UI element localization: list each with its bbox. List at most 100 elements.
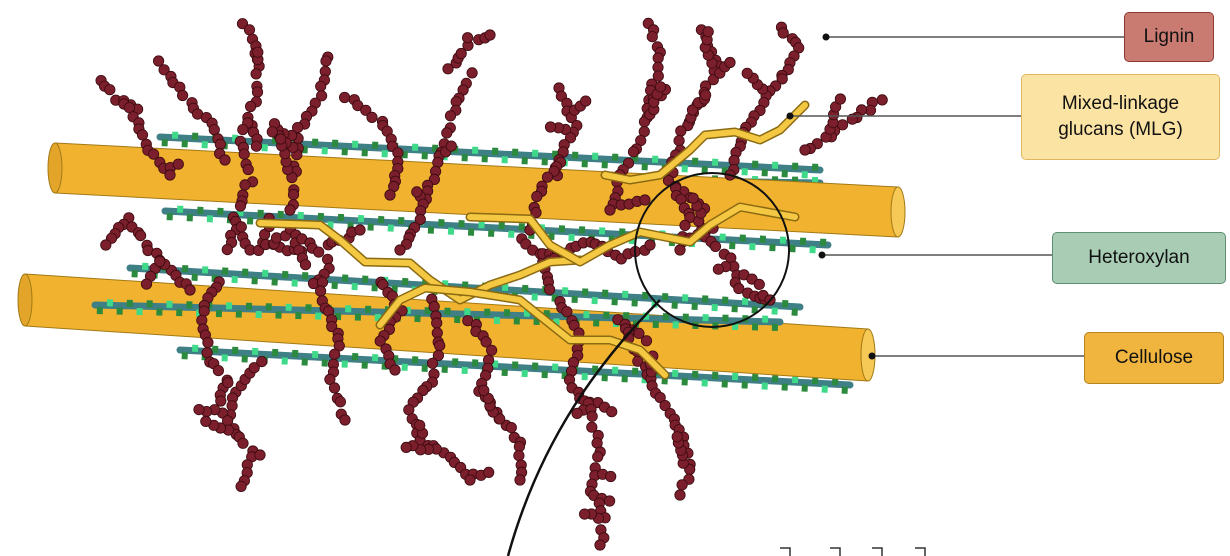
lignin-bead (652, 52, 664, 64)
lignin-bead (198, 305, 210, 317)
lignin-bead (374, 335, 386, 347)
magnifier-circle-icon (506, 172, 926, 556)
heteroxylan-side-group (801, 171, 808, 179)
heteroxylan-side-group (136, 308, 143, 316)
heteroxylan-side-group (454, 315, 461, 324)
lignin-bead (431, 327, 443, 339)
heteroxylan-side-group (444, 307, 451, 315)
heteroxylan-side-group (821, 385, 828, 393)
heteroxylan-side-group (541, 158, 548, 166)
heteroxylan-side-group (493, 316, 501, 325)
heteroxylan-side-group (558, 225, 566, 233)
cellulose-microfibrils (17, 142, 906, 382)
heteroxylan-side-group (337, 213, 345, 222)
heteroxylan-side-group (809, 246, 816, 254)
leader-dot (818, 251, 826, 259)
heteroxylan-side-group (461, 281, 469, 289)
heteroxylan-side-group (508, 230, 515, 238)
heteroxylan-side-group (261, 144, 268, 152)
heteroxylan-side-group (521, 284, 529, 293)
lignin-bead (686, 104, 699, 116)
heteroxylan-side-group (518, 223, 525, 231)
heteroxylan-side-group (488, 229, 495, 237)
lignin-bead (432, 349, 444, 361)
lignin-bead (252, 46, 264, 58)
heteroxylan-side-group (729, 241, 736, 250)
heteroxylan-side-group (681, 378, 688, 386)
heteroxylan-side-group (751, 160, 759, 168)
lignin-bead (239, 179, 251, 191)
heteroxylan-side-group (361, 361, 368, 369)
heteroxylan-side-group (367, 223, 374, 231)
heteroxylan-side-group (662, 313, 669, 321)
heteroxylan-side-group (631, 299, 638, 307)
heteroxylan-side-group (631, 367, 639, 375)
lignin-bead (753, 278, 765, 290)
label-mlg-line2: glucans (MLG) (1058, 119, 1183, 140)
lignin-bead (673, 135, 685, 147)
lignin-bead (338, 91, 351, 104)
heteroxylan-side-group (761, 169, 768, 177)
heteroxylan-backbone (161, 207, 832, 249)
lignin-bead (164, 169, 176, 181)
lignin-bead (242, 163, 254, 176)
heteroxylan-side-group (731, 305, 738, 313)
label-mlg-line1: Mixed-linkage (1061, 93, 1180, 114)
heteroxylan-side-group (301, 272, 309, 280)
heteroxylan-side-group (317, 212, 325, 221)
heteroxylan-side-group (581, 288, 589, 296)
heteroxylan-side-group (791, 308, 798, 316)
heteroxylan-side-group (447, 227, 455, 235)
lignin-bead (315, 80, 327, 92)
lignin-bead (461, 32, 474, 44)
heteroxylan-side-group (789, 245, 796, 253)
magnifier-circle-icon (634, 172, 790, 328)
heteroxylan-side-group (331, 281, 338, 290)
heteroxylan-side-group (603, 311, 610, 319)
lignin-bead (324, 373, 336, 385)
lignin-bead (221, 244, 233, 256)
cellulose-end (47, 142, 63, 194)
heteroxylan-side-group (481, 155, 488, 163)
heteroxylan-side-group (484, 308, 491, 316)
lignin-bead (284, 204, 296, 216)
label-lignin: Lignin (1124, 12, 1214, 62)
heteroxylan-side-group (414, 314, 421, 323)
lignin-bead (799, 144, 811, 156)
lignin-bead (484, 29, 496, 41)
heteroxylan-side-group (671, 369, 679, 378)
heteroxylan-side-group (217, 207, 224, 215)
heteroxylan-side-group (311, 350, 319, 359)
lignin-bead (202, 336, 214, 349)
lignin-bead (676, 479, 688, 491)
lignin-bead (411, 186, 423, 198)
lignin-bead (513, 449, 525, 462)
heteroxylan-side-group (761, 382, 768, 390)
heteroxylan-side-group (769, 244, 776, 252)
lignin-bead (360, 104, 372, 116)
heteroxylan-side-group (197, 206, 204, 214)
heteroxylan-side-group (241, 355, 248, 363)
lignin-bead (154, 255, 166, 267)
lignin-bead (578, 508, 591, 520)
bracket-mark (915, 547, 926, 556)
heteroxylan-side-group (245, 302, 253, 310)
heteroxylan-side-group (357, 214, 365, 223)
heteroxylan-side-group (681, 294, 689, 302)
lignin-bead (494, 413, 506, 425)
heteroxylan-side-group (341, 274, 349, 282)
heteroxylan-side-group (541, 370, 548, 379)
lignin-bead (604, 204, 616, 216)
lignin-bead (776, 73, 788, 85)
lignin-bead (219, 154, 231, 166)
heteroxylan-side-group (701, 295, 709, 303)
lignin-bead (659, 399, 671, 412)
heteroxylan-side-group (427, 226, 435, 234)
leader-lines (786, 33, 1124, 360)
heteroxylan-side-group (421, 364, 428, 372)
heteroxylan-side-group (116, 307, 123, 315)
lignin-bead (234, 200, 247, 212)
heteroxylan-side-group (271, 348, 279, 357)
heteroxylan-side-group (401, 363, 408, 371)
lignin-polymer-icon (95, 17, 888, 551)
